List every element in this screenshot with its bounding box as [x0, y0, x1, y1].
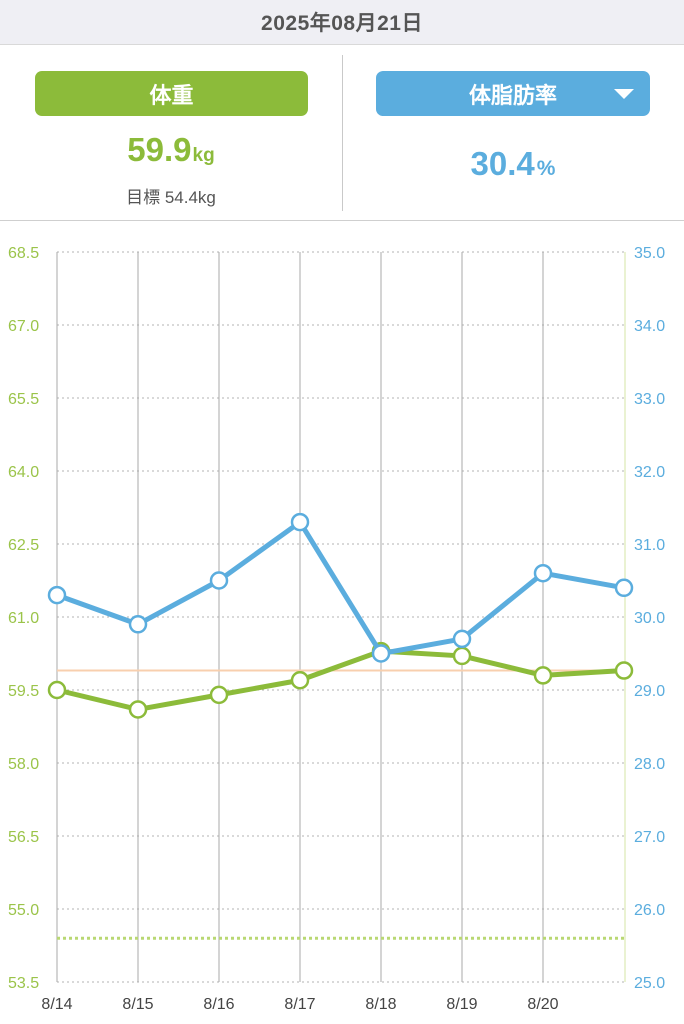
- body-fat-value-unit: %: [536, 157, 556, 180]
- right-axis-tick-label: 28.0: [634, 756, 665, 773]
- section-divider: [0, 220, 684, 221]
- left-axis-tick-label: 61.0: [8, 610, 39, 627]
- weight-value: 59.9 kg: [0, 131, 342, 171]
- x-axis-tick-label: 8/18: [365, 996, 396, 1013]
- weight-value-unit: kg: [192, 145, 215, 166]
- left-axis-tick-label: 62.5: [8, 537, 39, 554]
- left-axis-tick-label: 68.5: [8, 245, 39, 262]
- body-fat-button-label: 体脂肪率: [468, 82, 557, 108]
- right-axis-tick-label: 31.0: [634, 537, 665, 554]
- date-header: 2025年08月21日: [0, 0, 684, 45]
- weight-data-point[interactable]: [290, 671, 310, 690]
- body-fat-value-number: 30.4: [470, 145, 535, 182]
- body-fat-data-point[interactable]: [371, 644, 391, 663]
- right-axis-tick-label: 35.0: [634, 245, 665, 262]
- x-axis-tick-label: 8/15: [122, 996, 153, 1013]
- weight-body-fat-chart: 68.5 67.0 65.5 64.0 62.5 61.0 59.5 58.0 56.5 55.0…: [8, 245, 665, 1013]
- left-axis-tick-label: 55.0: [8, 902, 39, 919]
- left-axis-tick-label: 56.5: [8, 829, 39, 846]
- right-axis-tick-label: 25.0: [634, 975, 665, 992]
- x-axis-tick-label: 8/17: [284, 996, 315, 1013]
- body-fat-data-point[interactable]: [209, 571, 229, 590]
- right-axis-tick-label: 33.0: [634, 391, 665, 408]
- body-fat-line: [54, 519, 627, 656]
- weight-data-point[interactable]: [533, 666, 553, 685]
- left-axis-tick-label: 67.0: [8, 318, 39, 335]
- right-axis: 35.0 34.0 33.0 32.0 31.0 30.0 29.0 28.0 27.0 26.0…: [634, 245, 665, 992]
- right-axis-tick-label: 30.0: [634, 610, 665, 627]
- weight-data-point[interactable]: [614, 661, 634, 680]
- goal-text: 目標 54.4kg: [0, 183, 342, 207]
- body-fat-data-point[interactable]: [533, 563, 553, 583]
- body-fat-data-point[interactable]: [290, 512, 310, 532]
- weight-data-point[interactable]: [128, 700, 148, 719]
- weight-data-point[interactable]: [452, 646, 472, 666]
- weight-series: [47, 641, 634, 719]
- date-label: 2025年08月21日: [261, 12, 423, 35]
- left-axis-tick-label: 58.0: [8, 756, 39, 773]
- x-axis-tick-label: 8/16: [203, 996, 234, 1013]
- left-axis: 68.5 67.0 65.5 64.0 62.5 61.0 59.5 58.0 56.5 55.0…: [8, 245, 39, 992]
- body-fat-data-point[interactable]: [47, 585, 67, 605]
- weight-button[interactable]: 体重: [35, 71, 308, 116]
- goal-label: 目標: [126, 188, 161, 207]
- left-axis-tick-label: 53.5: [8, 975, 39, 992]
- triangle-down-icon: [614, 89, 634, 99]
- weight-button-label: 体重: [149, 82, 194, 108]
- body-fat-dropdown-button[interactable]: 体脂肪率: [376, 71, 650, 116]
- left-axis-tick-label: 65.5: [8, 391, 39, 408]
- body-fat-data-point[interactable]: [128, 615, 148, 634]
- right-axis-tick-label: 32.0: [634, 464, 665, 481]
- goal-value: 54.4kg: [164, 188, 216, 207]
- weight-data-point[interactable]: [47, 680, 67, 700]
- weight-data-point[interactable]: [209, 685, 229, 705]
- weight-line: [54, 648, 627, 712]
- left-axis-tick-label: 59.5: [8, 683, 39, 700]
- body-fat-data-point[interactable]: [614, 578, 634, 598]
- x-axis-tick-label: 8/20: [527, 996, 558, 1013]
- right-axis-tick-label: 29.0: [634, 683, 665, 700]
- left-axis-tick-label: 64.0: [8, 464, 39, 481]
- right-axis-tick-label: 27.0: [634, 829, 665, 846]
- x-axis-tick-label: 8/19: [446, 996, 477, 1013]
- x-axis-tick-label: 8/14: [41, 996, 72, 1013]
- weight-value-number: 59.9: [127, 131, 192, 168]
- right-axis-tick-label: 34.0: [634, 318, 665, 335]
- x-axis: 8/14 8/15 8/16 8/17 8/18 8/19 8/20: [41, 996, 558, 1013]
- body-fat-value: 30.4%: [342, 145, 684, 185]
- body-fat-panel: 体脂肪率 30.4%: [342, 45, 684, 220]
- weight-panel: 体重 59.9 kg 目標 54.4kg: [0, 45, 342, 220]
- right-axis-tick-label: 26.0: [634, 902, 665, 919]
- panel-divider: [342, 55, 343, 211]
- body-fat-data-point[interactable]: [452, 629, 472, 649]
- body-fat-series: [47, 512, 634, 663]
